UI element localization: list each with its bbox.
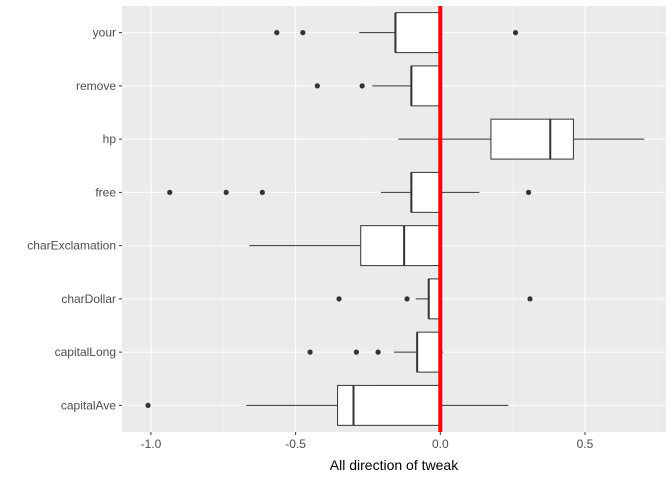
outlier-point — [353, 349, 359, 355]
outlier-point — [512, 30, 519, 36]
box-iqr — [410, 65, 441, 107]
y-tick-label: capitalLong — [55, 345, 116, 359]
outlier-point — [274, 30, 280, 36]
outlier-point — [527, 296, 533, 302]
box-iqr — [410, 171, 441, 213]
minor-gridlines — [223, 6, 658, 432]
box-iqr — [337, 384, 441, 426]
outlier-point — [525, 189, 532, 195]
box-iqr — [394, 12, 441, 54]
x-axis: -1.0 -0.5 0.0 0.5 — [141, 432, 594, 451]
y-tick-label: charDollar — [61, 292, 116, 306]
y-tick-label: remove — [76, 79, 116, 93]
box-free — [167, 171, 532, 213]
x-tick-label: 0.0 — [432, 437, 449, 451]
x-axis-title: All direction of tweak — [330, 457, 459, 473]
box-remove — [314, 65, 441, 107]
outlier-point — [259, 189, 265, 195]
y-tick-label: free — [95, 185, 116, 199]
outlier-point — [223, 189, 229, 195]
outlier-point — [300, 30, 306, 36]
box-charExclamation — [249, 225, 441, 267]
outlier-point — [336, 296, 342, 302]
x-tick-label: -1.0 — [141, 437, 162, 451]
x-tick-label: -0.5 — [285, 437, 306, 451]
outlier-point — [314, 83, 320, 89]
box-layer — [145, 12, 645, 426]
y-axis: your remove hp free charExclamation charDolla… — [27, 26, 122, 412]
box-iqr — [360, 225, 441, 267]
y-tick-label: charExclamation — [27, 239, 116, 253]
outlier-point — [167, 189, 173, 195]
box-charDollar — [336, 278, 533, 320]
x-tick-label: 0.5 — [577, 437, 594, 451]
outlier-point — [375, 349, 381, 355]
y-tick-label: hp — [103, 132, 117, 146]
box-hp — [398, 118, 645, 160]
box-capitalAve — [145, 384, 509, 426]
y-tick-label: capitalAve — [61, 398, 116, 412]
box-iqr — [490, 118, 574, 160]
outlier-point — [145, 402, 151, 408]
y-tick-label: your — [93, 26, 116, 40]
box-your — [274, 12, 519, 54]
plot-panel — [122, 6, 666, 432]
outlier-point — [404, 296, 410, 302]
box-iqr — [416, 331, 441, 373]
outlier-point — [307, 349, 313, 355]
outlier-point — [359, 83, 365, 89]
